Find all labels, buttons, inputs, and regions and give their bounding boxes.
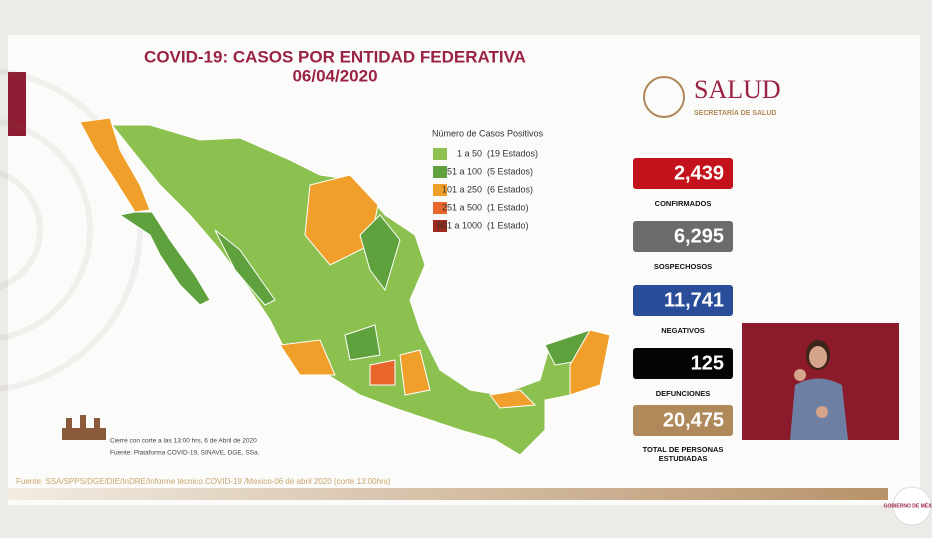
legend-count: (5 Estados) bbox=[487, 166, 533, 176]
region bbox=[359, 214, 401, 292]
legend-swatch bbox=[433, 202, 447, 214]
source: Fuente: SSA/SPPS/DGE/DIE/InDRE/Informe t… bbox=[16, 477, 391, 486]
title: COVID-19: CASOS POR ENTIDAD FEDERATIVA bbox=[144, 47, 526, 66]
stat-value: 125 bbox=[691, 352, 724, 374]
notes-logo bbox=[62, 415, 106, 440]
legend-range: 51 a 100 bbox=[447, 166, 482, 176]
legend-range: 1 a 50 bbox=[457, 148, 482, 158]
map bbox=[79, 117, 611, 456]
legend-count: (1 Estado) bbox=[487, 220, 529, 230]
region bbox=[399, 349, 431, 396]
legend-range: 101 a 250 bbox=[442, 184, 482, 194]
logo-emblem bbox=[643, 76, 685, 118]
stat-box bbox=[633, 285, 733, 316]
footer-logo: GOBIERNO DE MÉXICO bbox=[884, 501, 932, 509]
note: Fuente: Plataforma COVID-19, SINAVE, DGE… bbox=[110, 450, 260, 457]
footer-bar bbox=[8, 488, 888, 500]
stat-box bbox=[633, 348, 733, 379]
region bbox=[369, 359, 396, 386]
legend-range: 501 a 1000 bbox=[437, 220, 482, 230]
accent-bar bbox=[8, 72, 26, 136]
stat-box bbox=[633, 405, 733, 436]
stat-box bbox=[633, 158, 733, 189]
stat-label: SOSPECHOSOS bbox=[654, 262, 712, 271]
stat-label: CONFIRMADOS bbox=[655, 199, 712, 208]
pattern bbox=[0, 68, 143, 392]
stat-label: TOTAL DE PERSONAS ESTUDIADAS bbox=[643, 445, 724, 463]
note: Cierre con corte a las 13:00 hrs, 6 de A… bbox=[110, 438, 257, 445]
stat-label: NEGATIVOS bbox=[661, 326, 705, 335]
legend-range: 251 a 500 bbox=[442, 202, 482, 212]
region bbox=[489, 389, 537, 409]
stat-label: DEFUNCIONES bbox=[656, 389, 711, 398]
region bbox=[214, 229, 276, 306]
legend-count: (19 Estados) bbox=[487, 148, 538, 158]
interpreter bbox=[790, 340, 848, 440]
legend: 1 a 50 (19 Estados) 51 a 100 (5 Estados) 101… bbox=[433, 148, 538, 232]
legend-swatch bbox=[433, 220, 447, 232]
stat-value: 6,295 bbox=[674, 225, 724, 247]
region bbox=[279, 339, 336, 376]
region bbox=[79, 117, 151, 213]
footer-logo-badge bbox=[892, 486, 932, 526]
stat-value: 2,439 bbox=[674, 162, 724, 184]
legend-title: Número de Casos Positivos bbox=[432, 128, 544, 138]
legend-count: (1 Estado) bbox=[487, 202, 529, 212]
region bbox=[344, 324, 381, 361]
date: 06/04/2020 bbox=[292, 66, 377, 85]
legend-swatch bbox=[433, 166, 447, 178]
stat-value: 11,741 bbox=[664, 289, 724, 311]
region bbox=[118, 211, 211, 306]
region bbox=[569, 329, 611, 396]
logo-name: SALUD bbox=[694, 75, 781, 104]
logo-subtitle: SECRETARÍA DE SALUD bbox=[694, 108, 776, 117]
stat-value: 20,475 bbox=[663, 409, 724, 431]
legend-count: (6 Estados) bbox=[487, 184, 533, 194]
legend-swatch bbox=[433, 184, 447, 196]
stat-box bbox=[633, 221, 733, 252]
legend-swatch bbox=[433, 148, 447, 160]
stats: 2,439 CONFIRMADOS 6,295 SOSPECHOSOS 11,741 NE… bbox=[633, 158, 733, 463]
